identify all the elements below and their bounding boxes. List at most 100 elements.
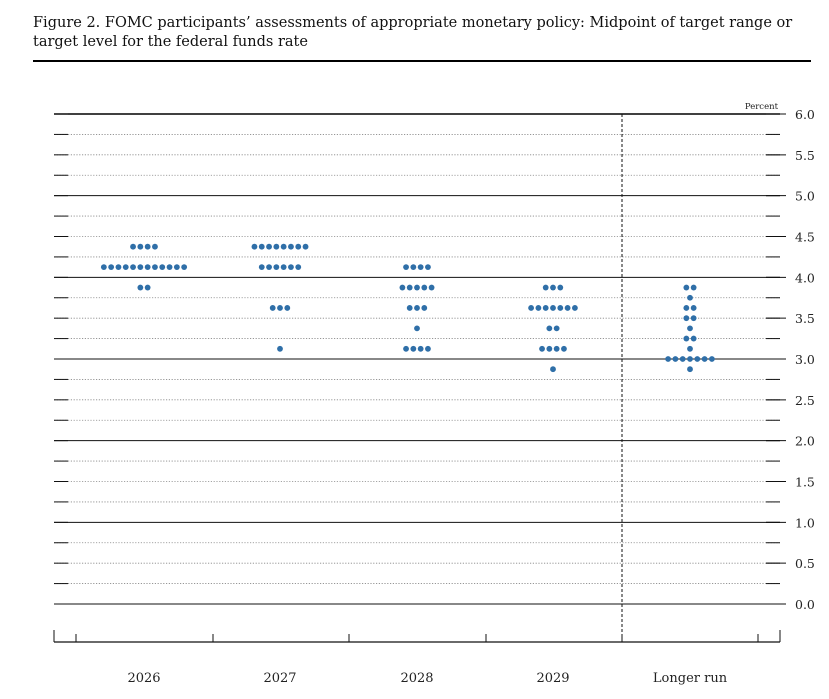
dot-2028: [410, 264, 417, 271]
dot-2029: [528, 305, 534, 311]
y-tick-label: 1.5: [795, 475, 815, 490]
dot-2026: [159, 264, 166, 271]
dot-2028: [425, 264, 431, 271]
dot-longer-run: [687, 366, 693, 373]
dot-2029: [542, 284, 549, 291]
dot-2028: [414, 305, 420, 311]
dot-2029: [546, 325, 553, 332]
dot-longer-run: [679, 356, 686, 362]
dot-2027: [277, 345, 283, 352]
title-rule: [33, 60, 811, 62]
y-tick-label: 0.5: [795, 556, 815, 571]
dot-2026: [152, 264, 158, 271]
dot-2026: [108, 264, 115, 271]
dot-2026: [137, 284, 144, 291]
unit-label: Percent: [745, 102, 779, 112]
y-tick-label: 2.0: [795, 434, 815, 449]
dot-longer-run: [665, 356, 671, 362]
dot-2029: [561, 345, 567, 352]
dot-2027: [277, 305, 283, 311]
dot-longer-run: [672, 356, 679, 362]
dot-2028: [403, 264, 409, 271]
dot-2026: [100, 264, 107, 271]
dot-2027: [288, 243, 294, 250]
dot-2027: [284, 305, 291, 311]
y-tick-label: 5.0: [795, 189, 815, 204]
dot-2027: [273, 243, 280, 250]
dot-2028: [406, 284, 413, 291]
dot-2028: [417, 345, 424, 352]
y-tick-label: 6.0: [795, 107, 815, 122]
dot-longer-run: [690, 335, 697, 342]
y-tick-label: 5.5: [795, 148, 815, 163]
dot-2028: [417, 264, 424, 271]
dot-2027: [288, 264, 294, 271]
y-tick-label: 3.0: [795, 352, 815, 367]
dot-2029: [550, 284, 556, 291]
figure-title: Figure 2. FOMC participants’ assessments…: [33, 15, 793, 50]
y-tick-label: 0.0: [795, 597, 815, 612]
dot-2028: [414, 325, 420, 332]
dot-2028: [406, 305, 413, 311]
dot-2027: [280, 243, 287, 250]
dot-2029: [550, 366, 556, 373]
dot-2028: [421, 305, 428, 311]
dot-longer-run: [687, 325, 693, 332]
dot-2029: [542, 305, 549, 311]
dot-2027: [266, 243, 272, 250]
y-tick-label: 1.0: [795, 515, 815, 530]
dot-2028: [403, 345, 409, 352]
dot-2027: [280, 264, 287, 271]
dot-longer-run: [687, 356, 693, 362]
dot-longer-run: [683, 335, 690, 342]
dot-2027: [258, 264, 265, 271]
dot-2026: [144, 243, 151, 250]
dot-2026: [137, 243, 144, 250]
x-tick-label: 2029: [536, 671, 569, 686]
dot-longer-run: [690, 315, 697, 322]
dot-2029: [553, 325, 560, 332]
x-tick-label: 2026: [127, 671, 160, 686]
dot-2029: [572, 305, 578, 311]
dot-longer-run: [687, 345, 693, 352]
dot-2029: [557, 305, 564, 311]
dot-2027: [266, 264, 272, 271]
dot-2029: [557, 284, 564, 291]
dot-2027: [251, 243, 258, 250]
dot-longer-run: [687, 294, 693, 301]
x-tick-label: 2028: [400, 671, 433, 686]
dot-2027: [269, 305, 276, 311]
dot-2027: [273, 264, 280, 271]
y-tick-label: 4.5: [795, 230, 815, 245]
dot-2028: [428, 284, 435, 291]
dot-2028: [414, 284, 420, 291]
dot-2026: [137, 264, 144, 271]
dot-2028: [425, 345, 431, 352]
dot-longer-run: [690, 284, 697, 291]
dot-2026: [166, 264, 173, 271]
dot-2028: [421, 284, 428, 291]
dot-2028: [410, 345, 417, 352]
x-tick-label: 2027: [263, 671, 296, 686]
dot-2029: [539, 345, 545, 352]
y-tick-label: 3.5: [795, 311, 815, 326]
dot-2026: [173, 264, 180, 271]
dot-2026: [144, 264, 151, 271]
y-tick-label: 4.0: [795, 270, 815, 285]
dot-longer-run: [694, 356, 701, 362]
dot-2029: [550, 305, 556, 311]
dot-2026: [130, 243, 136, 250]
dot-2027: [295, 243, 302, 250]
dot-2027: [295, 264, 302, 271]
dot-longer-run: [701, 356, 708, 362]
dot-2026: [152, 243, 158, 250]
x-tick-label: Longer run: [653, 671, 728, 686]
dot-2029: [546, 345, 553, 352]
dot-2029: [553, 345, 560, 352]
dot-2029: [564, 305, 571, 311]
dot-2026: [130, 264, 136, 271]
dot-longer-run: [690, 305, 697, 311]
dot-2027: [302, 243, 309, 250]
dot-2026: [144, 284, 151, 291]
